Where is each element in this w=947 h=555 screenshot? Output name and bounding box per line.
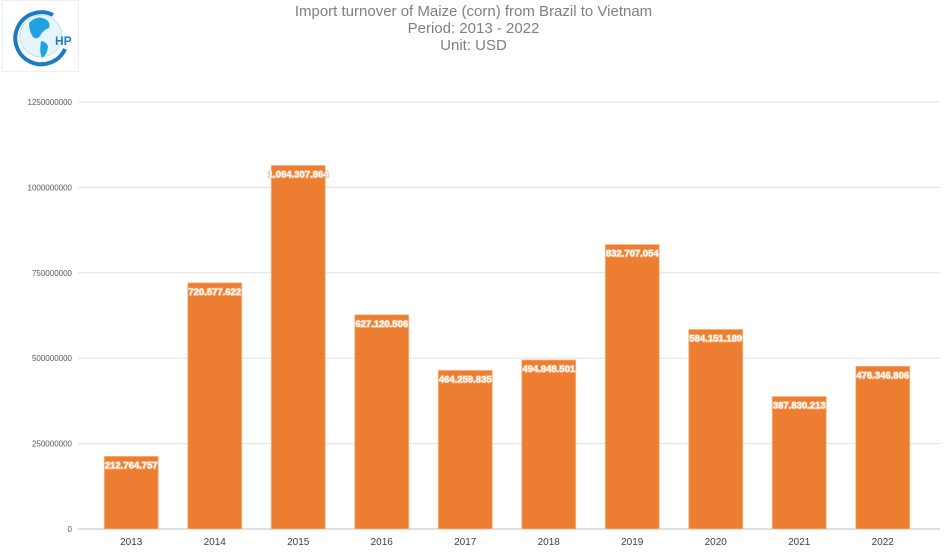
- bar-2018: [521, 359, 577, 530]
- data-label: 476.346.806: [856, 370, 909, 381]
- chart-unit: Unit: USD: [440, 37, 507, 54]
- x-tick-label: 2018: [538, 537, 561, 548]
- chart-subtitle: Period: 2013 - 2022: [407, 20, 540, 37]
- data-label: 212.764.757: [105, 460, 158, 471]
- bar-2019: [604, 244, 660, 530]
- x-tick-label: 2021: [788, 537, 811, 548]
- x-tick-label: 2015: [287, 537, 310, 548]
- y-tick-label: 0: [68, 525, 73, 534]
- x-tick-label: 2014: [204, 537, 227, 548]
- data-label: 584.151.189: [689, 333, 742, 344]
- chart-title: Import turnover of Maize (corn) from Bra…: [294, 3, 653, 20]
- y-tick-label: 1250000000: [28, 98, 73, 107]
- y-tick-label: 250000000: [32, 440, 73, 449]
- bar-2017: [437, 370, 493, 530]
- bar-2020: [688, 329, 744, 530]
- bar-2022: [855, 365, 911, 530]
- bar-2021: [771, 396, 827, 530]
- data-label: 494.848.501: [522, 364, 576, 375]
- y-tick-label: 500000000: [32, 354, 73, 363]
- logo-text: HP: [55, 34, 72, 48]
- x-tick-label: 2019: [621, 537, 644, 548]
- data-label: 1.064.307.864: [268, 169, 329, 180]
- x-tick-label: 2017: [454, 537, 477, 548]
- x-tick-label: 2022: [872, 537, 895, 548]
- y-tick-label: 1000000000: [28, 183, 73, 192]
- bar-2014: [187, 282, 243, 530]
- bar-2015: [270, 165, 326, 530]
- data-label: 832.707.054: [606, 249, 660, 260]
- bar-2016: [354, 314, 410, 530]
- x-tick-label: 2016: [371, 537, 394, 548]
- data-label: 387.830.213: [773, 401, 826, 412]
- data-label: 720.577.622: [188, 287, 241, 298]
- x-tick-label: 2013: [120, 537, 143, 548]
- bar-2013: [103, 455, 159, 530]
- data-label: 627.120.506: [355, 319, 408, 330]
- company-logo: HP: [2, 0, 79, 72]
- data-label: 464.259.835: [439, 374, 493, 385]
- x-tick-label: 2020: [705, 537, 728, 548]
- y-tick-label: 750000000: [32, 269, 73, 278]
